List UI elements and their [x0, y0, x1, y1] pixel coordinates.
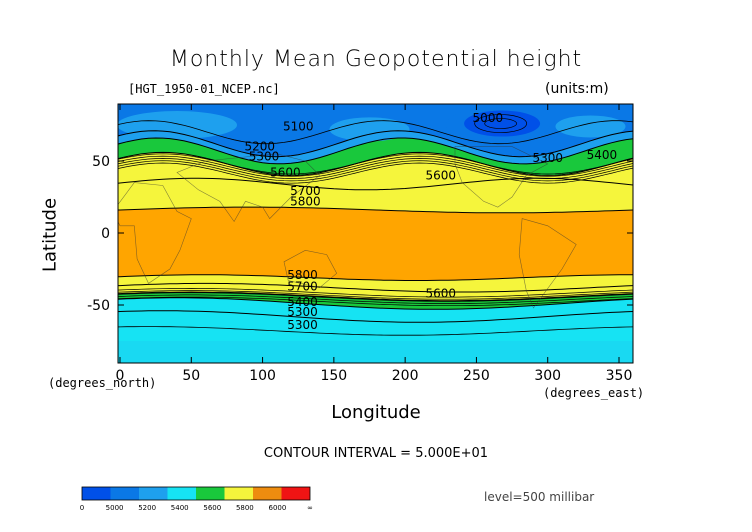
coastline-0: [118, 182, 192, 284]
axis-ticks: 0 50 100 150 200 250 300 350 50 0 -50: [87, 104, 633, 384]
band-lobe-north-west: [118, 111, 238, 139]
contour-vortex-1: [474, 114, 528, 133]
contour-north-b5600: [118, 151, 633, 176]
contour-label-12: 5600: [426, 286, 457, 300]
contour-north-b5900: [118, 206, 633, 214]
colorbar-swatch-1: [110, 487, 139, 500]
y-tick-label-0: 0: [101, 226, 110, 242]
contour-label-5: 5800: [290, 194, 321, 208]
band-5400-5600-2: [118, 138, 633, 176]
contour-label-0: 5100: [283, 119, 314, 133]
contour-label-4: 5700: [290, 184, 321, 198]
colorbar-label-0: 0: [80, 504, 84, 512]
coastline-1: [176, 153, 321, 223]
contour-south-b5300: [118, 310, 633, 323]
contour-label-7: 5600: [426, 168, 457, 182]
contour-south-inner-3: [118, 292, 633, 302]
x-tick-label-100: 100: [249, 368, 276, 384]
coastlines: [118, 146, 577, 309]
colorbar-swatch-0: [82, 487, 111, 500]
x-unit-note: (degrees_east): [543, 386, 645, 400]
contour-north-inner-1: [118, 162, 633, 184]
band-lobe-north-mid: [329, 117, 410, 142]
x-axis-label: Longitude: [331, 402, 421, 423]
contour-south-b5400: [118, 297, 633, 310]
coastline-2: [283, 249, 338, 289]
contour-south-b5800: [118, 282, 633, 293]
contour-lines: [118, 114, 633, 336]
contour-interval: CONTOUR INTERVAL = 5.000E+01: [263, 446, 489, 461]
y-tick-label--50: -50: [87, 298, 110, 314]
colorbar-swatch-7: [281, 487, 310, 500]
x-tick-label-150: 150: [320, 368, 347, 384]
contour-south-inner-2: [118, 290, 633, 300]
band-5600-5800-4: [118, 178, 633, 213]
contour-north-inner-2: [118, 160, 633, 182]
contour-label-13: 5400: [287, 295, 318, 309]
y-tick-label-50: 50: [92, 154, 110, 170]
contour-north-inner-5: [118, 153, 633, 175]
colorbar-swatch-2: [139, 487, 168, 500]
x-tick-label-350: 350: [606, 368, 633, 384]
contour-north-inner-3: [118, 158, 633, 179]
contour-label-2: 5300: [249, 150, 280, 164]
coastline-4: [518, 218, 577, 309]
contour-label-14: 5300: [287, 305, 318, 319]
band-south-polar: [118, 341, 633, 363]
contour-north-inner-4: [118, 155, 633, 177]
contour-south-b5900: [118, 274, 633, 281]
x-tick-label-200: 200: [392, 368, 419, 384]
colorbar-frame: [81, 486, 311, 501]
coastline-3: [454, 146, 549, 208]
contour-label-10: 5800: [287, 268, 318, 282]
colorbar-label-1: 5000: [106, 504, 124, 512]
contour-label-11: 5700: [287, 279, 318, 293]
contour-label-3: 5600: [270, 166, 301, 180]
colorbar-label-4: 5600: [203, 504, 221, 512]
colorbar-swatch-3: [167, 487, 196, 500]
y-unit-note: (degrees_north): [48, 376, 157, 390]
colorbar-label-5: 5800: [236, 504, 254, 512]
contour-north-b5400: [118, 137, 633, 165]
y-axis-label: Latitude: [39, 197, 61, 273]
contour-fill-bands: [118, 104, 633, 363]
contour-label-6: 5000: [473, 111, 504, 125]
colorbar: 0 5000 5200 5400 5600 5800 6000 ∞: [80, 486, 313, 512]
file-name: [HGT_1950-01_NCEP.nc]: [128, 82, 280, 96]
contour-label-8: 5300: [532, 151, 563, 165]
x-tick-label-300: 300: [534, 368, 561, 384]
band-5300-5400-9: [118, 297, 633, 323]
colorbar-label-3: 5400: [171, 504, 189, 512]
contour-south-5200: [118, 326, 633, 336]
contour-north-b5300: [118, 130, 633, 158]
x-tick-label-50: 50: [182, 368, 200, 384]
band-5600-5800-6: [118, 274, 633, 292]
level-label: level=500 millibar: [484, 490, 595, 504]
units-label: (units:m): [545, 81, 609, 97]
contour-south-inner-1: [118, 288, 633, 298]
x-tick-label-250: 250: [463, 368, 490, 384]
chart-title: Monthly Mean Geopotential height: [169, 47, 583, 72]
x-tick-label-0: 0: [116, 368, 125, 384]
colorbar-swatch-4: [196, 487, 225, 500]
contour-label-9: 5400: [587, 148, 618, 162]
contour-south-b5600: [118, 291, 633, 302]
colorbar-swatch-6: [253, 487, 282, 500]
contour-north-5200: [118, 120, 633, 145]
colorbar-label-7: ∞: [307, 504, 313, 512]
colorbar-label-6: 6000: [269, 504, 287, 512]
contour-south-inner-5: [118, 296, 633, 307]
band-5800-5900-5: [118, 207, 633, 281]
colorbar-label-2: 5200: [138, 504, 156, 512]
contour-vortex-2: [484, 118, 518, 129]
colorbar-swatch-5: [224, 487, 253, 500]
contour-label-15: 5300: [287, 318, 318, 332]
contour-label-1: 5200: [244, 140, 275, 154]
contour-south-inner-4: [118, 294, 633, 304]
